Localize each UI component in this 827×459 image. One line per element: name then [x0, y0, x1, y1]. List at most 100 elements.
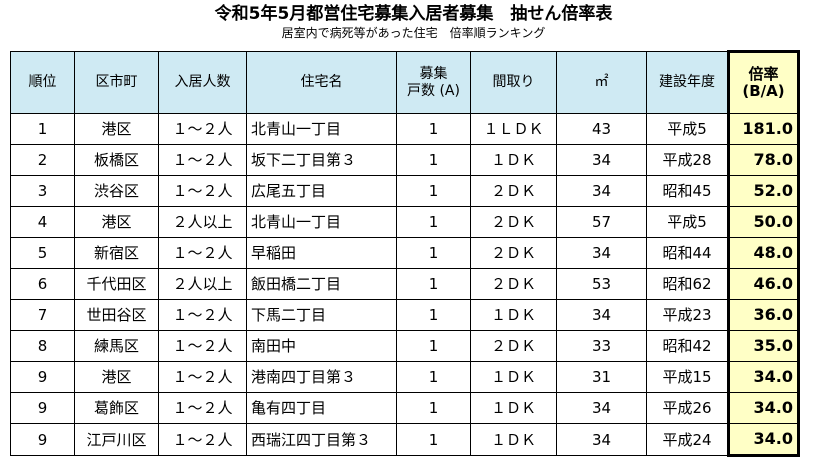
header-ratio-line2: (B/A) — [742, 82, 785, 100]
cell-layout: ２ＤＫ — [470, 206, 557, 238]
cell-housing: 港南四丁目第３ — [246, 361, 397, 393]
cell-ratio: 36.0 — [727, 299, 800, 331]
cell-ward: 葛飾区 — [74, 392, 159, 424]
cell-year: 昭和44 — [646, 237, 729, 269]
header-rank: 順位 — [10, 51, 75, 114]
cell-year: 昭和45 — [646, 175, 729, 207]
cell-rank: 3 — [10, 175, 75, 207]
header-ratio-line1: 倍率 — [748, 65, 779, 83]
cell-ratio: 46.0 — [727, 268, 800, 300]
cell-area: 34 — [556, 237, 647, 269]
cell-year: 平成5 — [646, 206, 729, 238]
cell-rank: 9 — [10, 423, 75, 456]
table-row: 9 港区 １～２人 港南四丁目第３ 1 １ＤＫ 31 平成15 34.0 — [10, 361, 800, 393]
cell-ward: 江戸川区 — [74, 423, 159, 456]
cell-area: 34 — [556, 175, 647, 207]
table-row: 8 練馬区 １～２人 南田中 1 ２ＤＫ 33 昭和42 35.0 — [10, 330, 800, 362]
cell-ward: 港区 — [74, 113, 159, 145]
cell-units: 1 — [396, 237, 471, 269]
cell-occupants: １～２人 — [158, 299, 247, 331]
cell-layout: ２ＤＫ — [470, 237, 557, 269]
cell-area: 33 — [556, 330, 647, 362]
cell-occupants: ２人以上 — [158, 206, 247, 238]
cell-occupants: １～２人 — [158, 330, 247, 362]
cell-layout: １ＤＫ — [470, 392, 557, 424]
cell-year: 平成26 — [646, 392, 729, 424]
cell-area: 34 — [556, 299, 647, 331]
cell-housing: 北青山一丁目 — [246, 206, 397, 238]
cell-units: 1 — [396, 113, 471, 145]
cell-layout: １ＤＫ — [470, 299, 557, 331]
cell-rank: 7 — [10, 299, 75, 331]
cell-rank: 2 — [10, 144, 75, 176]
cell-rank: 5 — [10, 237, 75, 269]
cell-ward: 練馬区 — [74, 330, 159, 362]
cell-layout: ２ＤＫ — [470, 268, 557, 300]
cell-housing: 早稲田 — [246, 237, 397, 269]
cell-units: 1 — [396, 299, 471, 331]
cell-rank: 1 — [10, 113, 75, 145]
cell-housing: 亀有四丁目 — [246, 392, 397, 424]
table-row: 4 港区 ２人以上 北青山一丁目 1 ２ＤＫ 57 平成5 50.0 — [10, 206, 800, 238]
cell-year: 昭和62 — [646, 268, 729, 300]
cell-ratio: 34.0 — [727, 423, 800, 457]
ratio-table: 順位 区市町 入居人数 住宅名 募集 戸数 (A) 間取り ㎡ 建設年度 倍率 … — [10, 50, 800, 457]
cell-layout: １ＤＫ — [470, 144, 557, 176]
cell-rank: 9 — [10, 392, 75, 424]
cell-occupants: １～２人 — [158, 392, 247, 424]
cell-units: 1 — [396, 330, 471, 362]
page-title: 令和5年5月都営住宅募集入居者募集 抽せん倍率表 — [214, 4, 613, 24]
cell-housing: 広尾五丁目 — [246, 175, 397, 207]
cell-year: 平成5 — [646, 113, 729, 145]
cell-ratio: 34.0 — [727, 361, 800, 393]
table-row: 2 板橋区 １～２人 坂下二丁目第３ 1 １ＤＫ 34 平成28 78.0 — [10, 144, 800, 176]
cell-ratio: 35.0 — [727, 330, 800, 362]
table-row: 3 渋谷区 １～２人 広尾五丁目 1 ２ＤＫ 34 昭和45 52.0 — [10, 175, 800, 207]
cell-layout: １ＤＫ — [470, 423, 557, 456]
cell-area: 57 — [556, 206, 647, 238]
cell-ward: 渋谷区 — [74, 175, 159, 207]
table-row: 9 葛飾区 １～２人 亀有四丁目 1 １ＤＫ 34 平成26 34.0 — [10, 392, 800, 424]
table-row: 1 港区 １～２人 北青山一丁目 1 １ＬＤＫ 43 平成5 181.0 — [10, 113, 800, 145]
header-housing: 住宅名 — [246, 51, 397, 114]
cell-ratio: 181.0 — [727, 113, 800, 145]
cell-units: 1 — [396, 268, 471, 300]
cell-units: 1 — [396, 423, 471, 456]
cell-ward: 千代田区 — [74, 268, 159, 300]
header-units: 募集 戸数 (A) — [396, 51, 471, 114]
header-units-line2: 戸数 (A) — [407, 82, 460, 99]
cell-ratio: 50.0 — [727, 206, 800, 238]
cell-year: 平成23 — [646, 299, 729, 331]
cell-occupants: １～２人 — [158, 113, 247, 145]
header-ratio: 倍率 (B/A) — [727, 50, 800, 114]
cell-year: 昭和42 — [646, 330, 729, 362]
cell-area: 43 — [556, 113, 647, 145]
header-row: 順位 区市町 入居人数 住宅名 募集 戸数 (A) 間取り ㎡ 建設年度 倍率 … — [10, 50, 800, 114]
header-units-line1: 募集 — [419, 65, 448, 82]
cell-layout: ２ＤＫ — [470, 330, 557, 362]
cell-units: 1 — [396, 206, 471, 238]
cell-housing: 坂下二丁目第３ — [246, 144, 397, 176]
cell-units: 1 — [396, 361, 471, 393]
cell-layout: ２ＤＫ — [470, 175, 557, 207]
cell-year: 平成15 — [646, 361, 729, 393]
cell-housing: 下馬二丁目 — [246, 299, 397, 331]
cell-rank: 4 — [10, 206, 75, 238]
cell-rank: 8 — [10, 330, 75, 362]
table-body: 1 港区 １～２人 北青山一丁目 1 １ＬＤＫ 43 平成5 181.0 2 板橋区 １～２人 坂下二丁… — [10, 113, 800, 457]
cell-occupants: １～２人 — [158, 237, 247, 269]
cell-occupants: １～２人 — [158, 144, 247, 176]
cell-area: 31 — [556, 361, 647, 393]
cell-housing: 南田中 — [246, 330, 397, 362]
header-layout: 間取り — [470, 51, 557, 114]
cell-occupants: １～２人 — [158, 423, 247, 456]
cell-ratio: 34.0 — [727, 392, 800, 424]
cell-area: 34 — [556, 392, 647, 424]
cell-occupants: １～２人 — [158, 361, 247, 393]
cell-layout: １ＤＫ — [470, 361, 557, 393]
header-ward: 区市町 — [74, 51, 159, 114]
cell-ratio: 78.0 — [727, 144, 800, 176]
header-year: 建設年度 — [646, 51, 729, 114]
cell-area: 34 — [556, 144, 647, 176]
cell-units: 1 — [396, 144, 471, 176]
